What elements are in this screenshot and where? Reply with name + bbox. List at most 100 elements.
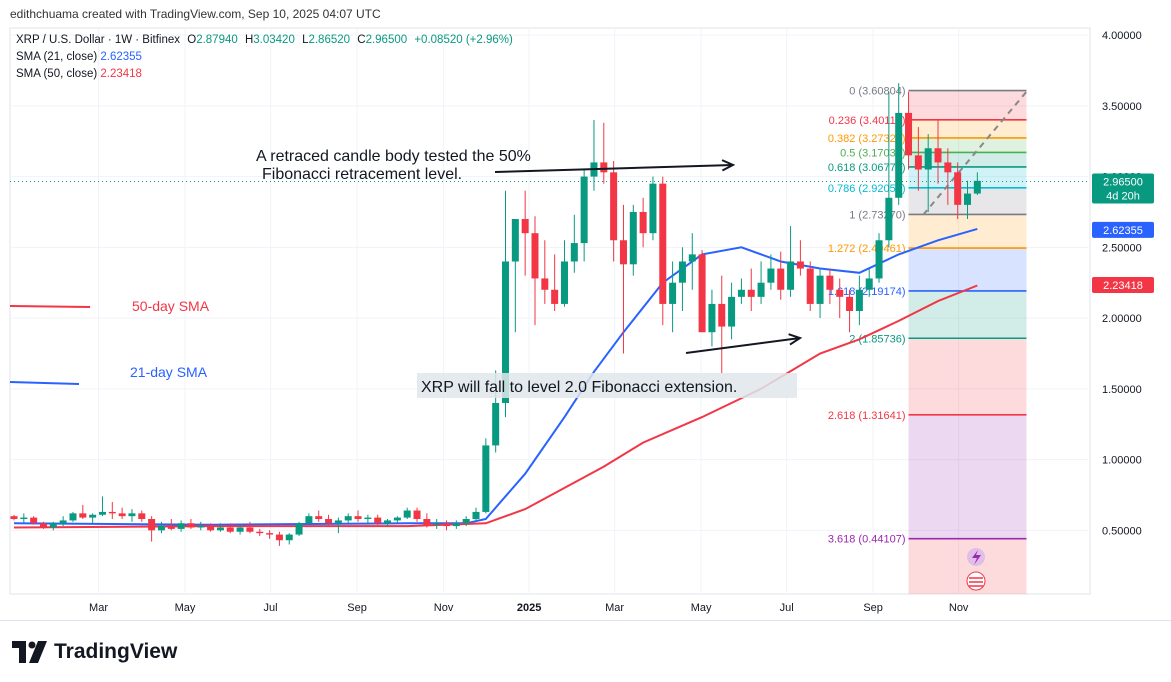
tradingview-logo[interactable]: TradingView bbox=[12, 640, 177, 664]
candle-body bbox=[639, 211, 647, 234]
sma50-legend-line bbox=[9, 305, 91, 308]
fib-level-label: 1.272 (2.49461) bbox=[828, 243, 906, 255]
sma50-label: SMA (50, close) bbox=[16, 68, 98, 80]
sma21-legend-row[interactable]: SMA (21, close) 2.62355 bbox=[16, 51, 142, 63]
candle-body bbox=[403, 510, 411, 518]
x-tick-label: Sep bbox=[347, 602, 367, 614]
arrow-head bbox=[721, 159, 736, 172]
candle-body bbox=[128, 513, 136, 517]
fib-level-label: 2 (1.85736) bbox=[849, 333, 905, 345]
candle-body bbox=[285, 534, 293, 541]
close-value: 2.96500 bbox=[365, 34, 408, 46]
candle-body bbox=[482, 445, 490, 512]
candle-body bbox=[256, 531, 264, 534]
candle-body bbox=[787, 261, 795, 290]
candle-body bbox=[678, 261, 686, 283]
annotation-text: XRP will fall to level 2.0 Fibonacci ext… bbox=[421, 379, 737, 396]
candle-body bbox=[796, 261, 804, 269]
price-axis-label: 2.62355 bbox=[1103, 225, 1143, 237]
change-value: +0.08520 (+2.96%) bbox=[414, 34, 513, 46]
candle-body bbox=[728, 296, 736, 327]
x-tick-label: Jul bbox=[780, 602, 794, 614]
candle-body bbox=[69, 513, 77, 521]
x-tick-label: May bbox=[691, 602, 712, 614]
candle-body bbox=[521, 219, 529, 234]
candle-body bbox=[531, 233, 539, 279]
candle-body bbox=[187, 523, 195, 528]
candle-body bbox=[688, 254, 696, 262]
fib-level-label: 0.618 (3.06778) bbox=[828, 162, 906, 174]
candle-body bbox=[295, 523, 303, 535]
arrow-line bbox=[685, 337, 801, 354]
sma21-label: SMA (21, close) bbox=[16, 51, 98, 63]
symbol-legend-row[interactable]: XRP / U.S. Dollar · 1W · Bitfinex O2.879… bbox=[16, 34, 513, 46]
fib-level-label: 0 (3.60804) bbox=[849, 86, 905, 98]
candle-body bbox=[148, 519, 156, 531]
candle-body bbox=[49, 523, 57, 528]
candle-body bbox=[374, 517, 382, 524]
candle-body bbox=[462, 519, 470, 524]
symbol-name: XRP / U.S. Dollar · 1W · Bitfinex bbox=[16, 34, 181, 46]
x-tick-label: Mar bbox=[605, 602, 624, 614]
candle-body bbox=[629, 211, 637, 265]
fib-zone bbox=[908, 248, 1027, 291]
candle-body bbox=[423, 519, 431, 525]
x-tick-label: May bbox=[175, 602, 196, 614]
candle-body bbox=[816, 275, 824, 304]
candle-body bbox=[619, 240, 627, 265]
fib-level-label: 2.618 (1.31641) bbox=[828, 410, 906, 422]
y-tick-label: 2.00000 bbox=[1102, 313, 1142, 325]
candle-body bbox=[138, 513, 146, 520]
candle-body bbox=[177, 523, 185, 529]
sma50-legend-row[interactable]: SMA (50, close) 2.23418 bbox=[16, 68, 142, 80]
candle-body bbox=[354, 516, 362, 520]
candle-body bbox=[914, 155, 922, 170]
candle-body bbox=[266, 533, 274, 535]
fib-zone bbox=[908, 538, 1027, 594]
candle-body bbox=[905, 112, 913, 156]
candle-body bbox=[551, 289, 559, 304]
candle-body bbox=[334, 520, 342, 524]
candle-body bbox=[197, 526, 205, 528]
fib-level-label: 1.618 (2.19174) bbox=[828, 286, 906, 298]
fib-zone bbox=[908, 90, 1027, 120]
candle-body bbox=[973, 180, 981, 194]
tradingview-logo-icon bbox=[12, 641, 47, 663]
annotation-box bbox=[417, 373, 797, 398]
sma50-value: 2.23418 bbox=[100, 68, 142, 80]
price-axis-badge bbox=[1092, 221, 1154, 238]
candle-body bbox=[659, 183, 667, 304]
x-tick-label: Nov bbox=[434, 602, 454, 614]
candle-body bbox=[275, 534, 283, 541]
candle-body bbox=[698, 254, 706, 333]
candle-body bbox=[246, 527, 254, 532]
sma-line bbox=[13, 284, 978, 529]
candle-body bbox=[108, 511, 116, 514]
candle-body bbox=[570, 243, 578, 262]
fib-level-label: 3.618 (0.44107) bbox=[828, 534, 906, 546]
lightning-icon-glyph bbox=[972, 550, 981, 565]
fib-zone bbox=[908, 338, 1027, 415]
sma21-value: 2.62355 bbox=[100, 51, 142, 63]
candle-body bbox=[885, 197, 893, 241]
fib-level-label: 1 (2.73270) bbox=[849, 209, 905, 221]
candle-body bbox=[443, 523, 451, 527]
candle-body bbox=[836, 289, 844, 297]
candle-body bbox=[610, 172, 618, 241]
fib-zone bbox=[908, 290, 1027, 339]
candle-body bbox=[157, 526, 165, 531]
candle-body bbox=[747, 289, 755, 297]
sma21-annotation: 21-day SMA bbox=[130, 364, 208, 380]
candle-body bbox=[924, 148, 932, 170]
candle-body bbox=[20, 517, 28, 520]
fib-zone bbox=[908, 119, 1027, 138]
candle-body bbox=[846, 296, 854, 311]
candle-body bbox=[649, 183, 657, 234]
candle-body bbox=[944, 162, 952, 173]
candle-body bbox=[580, 176, 588, 244]
price-axis-countdown: 4d 20h bbox=[1106, 191, 1140, 203]
candle-body bbox=[89, 514, 97, 518]
candle-body bbox=[364, 517, 372, 520]
fib-level-label: 0.382 (3.27321) bbox=[828, 133, 906, 145]
